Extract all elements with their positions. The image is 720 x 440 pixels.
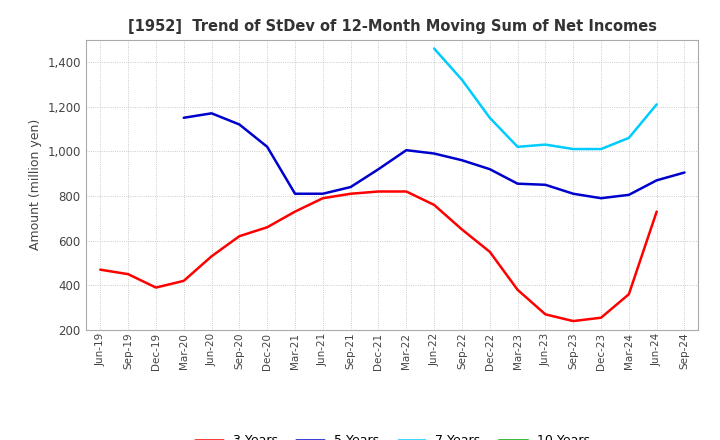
Legend: 3 Years, 5 Years, 7 Years, 10 Years: 3 Years, 5 Years, 7 Years, 10 Years [190,429,595,440]
Title: [1952]  Trend of StDev of 12-Month Moving Sum of Net Incomes: [1952] Trend of StDev of 12-Month Moving… [128,19,657,34]
Y-axis label: Amount (million yen): Amount (million yen) [29,119,42,250]
